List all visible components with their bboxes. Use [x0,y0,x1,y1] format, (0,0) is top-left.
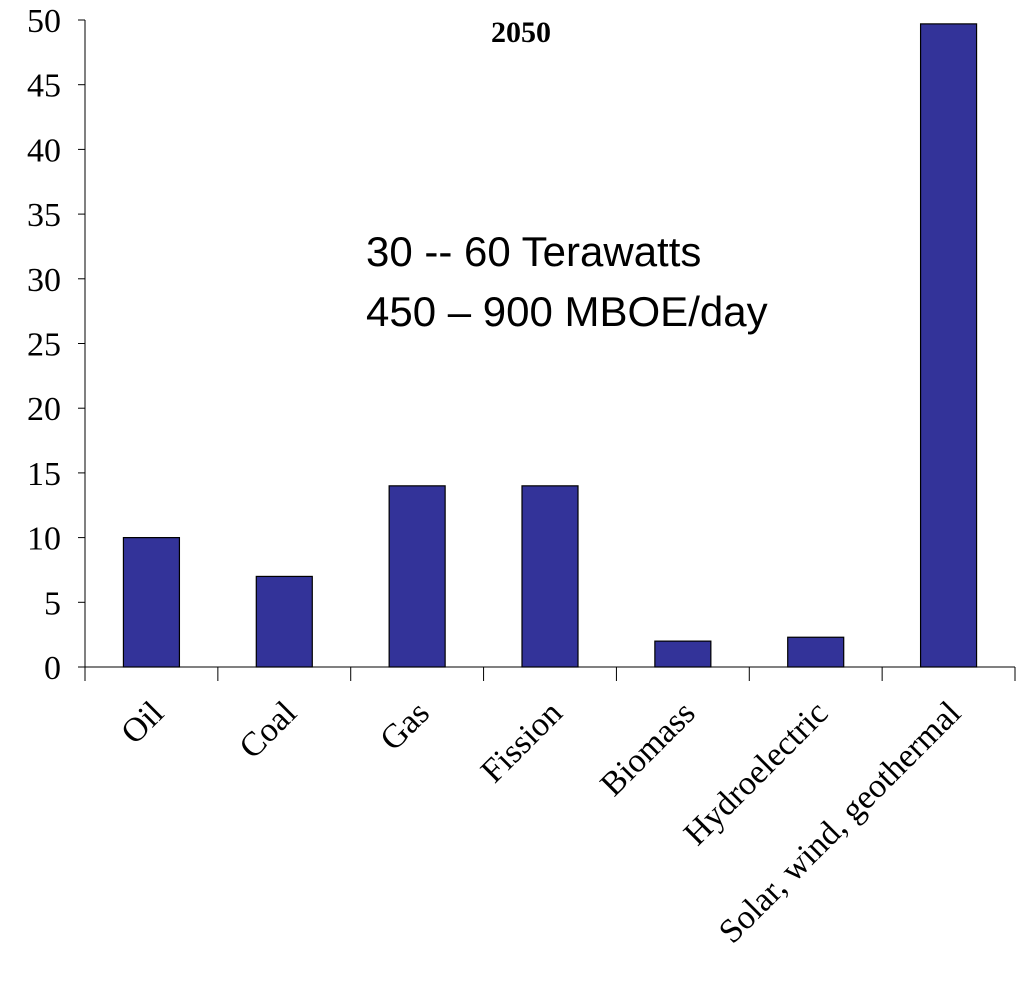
x-tick-label: Biomass [594,694,703,803]
y-tick-label: 50 [27,3,61,40]
bar [255,575,313,668]
category-labels: Oil Coal Gas Fission BiomassHydroelectricSol… [114,694,968,950]
x-tick-label: Oil [114,694,171,751]
x-tick-label: Fission [474,694,570,790]
y-tick-label: 15 [27,456,61,493]
y-tick-label: 30 [27,262,61,299]
y-tick-label: 40 [27,132,61,169]
annotation-terawatts: 30 -- 60 Terawatts [366,228,701,275]
annotation-mboe: 450 – 900 MBOE/day [366,288,768,335]
y-axis: 0 5 10 15 20 25 30 35 40 45 50 [27,3,86,687]
x-tick-label: Solar, wind, geothermal [712,694,968,950]
bar [388,485,446,668]
bar [919,23,978,668]
bar [787,636,845,668]
x-tick-label: Coal [232,694,304,766]
bar [521,485,579,668]
chart-title: 2050 [491,16,551,49]
x-axis [84,666,1016,681]
y-tick-label: 45 [27,68,61,105]
y-tick-label: 20 [27,391,61,428]
y-tick-label: 10 [27,521,61,558]
bar [654,640,712,668]
bar [122,536,181,668]
y-tick-label: 5 [44,585,61,622]
x-tick-label: Gas [373,694,437,758]
y-tick-label: 35 [27,197,61,234]
y-tick-label: 25 [27,327,61,364]
bars [122,23,978,668]
y-tick-label: 0 [44,650,61,687]
